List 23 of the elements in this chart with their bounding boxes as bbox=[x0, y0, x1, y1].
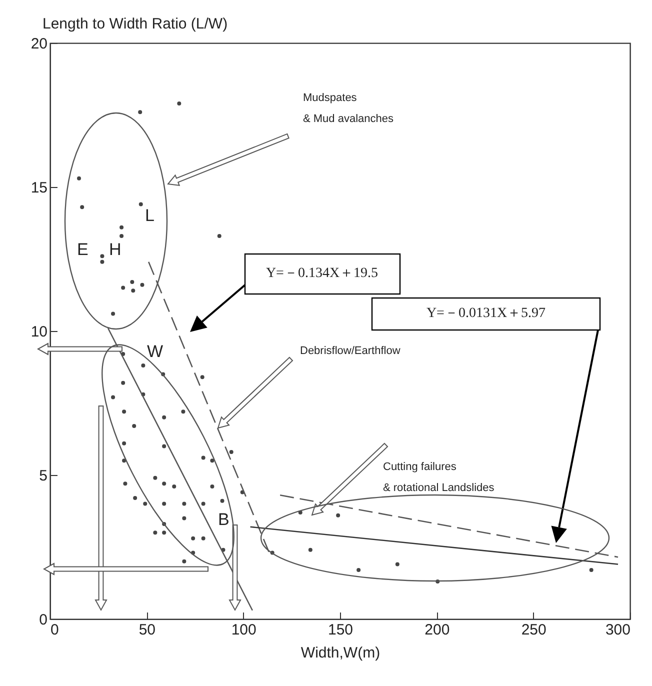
annotation: Y=－0.134X＋19.5 bbox=[266, 266, 378, 281]
x-axis-title: Width,W(m) bbox=[300, 644, 380, 662]
annotation: E bbox=[77, 240, 88, 259]
annotation: L bbox=[145, 206, 154, 225]
annotation: W bbox=[147, 342, 164, 361]
annotation: Y=－0.0131X＋5.97 bbox=[426, 306, 546, 321]
y-tick-label: 10 bbox=[30, 324, 48, 340]
y-tick-label: 15 bbox=[30, 180, 48, 196]
x-tick-label: 100 bbox=[231, 622, 256, 638]
annotation: Debrisflow/Earthflow bbox=[300, 345, 400, 357]
x-tick-label: 150 bbox=[328, 622, 354, 638]
annotation: Cutting failures & rotational Landslides bbox=[383, 461, 495, 494]
y-axis-title: Length to Width Ratio (L/W) bbox=[42, 16, 228, 32]
y-tick-label: 5 bbox=[39, 468, 48, 484]
y-tick-label: 20 bbox=[30, 36, 48, 52]
x-tick-label: 300 bbox=[605, 622, 630, 638]
annotation: H bbox=[109, 240, 122, 259]
annotation: B bbox=[218, 510, 230, 529]
annotation: Mudspates & Mud avalanches bbox=[303, 92, 394, 125]
x-tick-label: 50 bbox=[138, 622, 156, 638]
x-tick-label: 200 bbox=[424, 622, 450, 638]
x-tick-label: 0 bbox=[50, 622, 59, 638]
x-tick-label: 250 bbox=[521, 622, 546, 638]
